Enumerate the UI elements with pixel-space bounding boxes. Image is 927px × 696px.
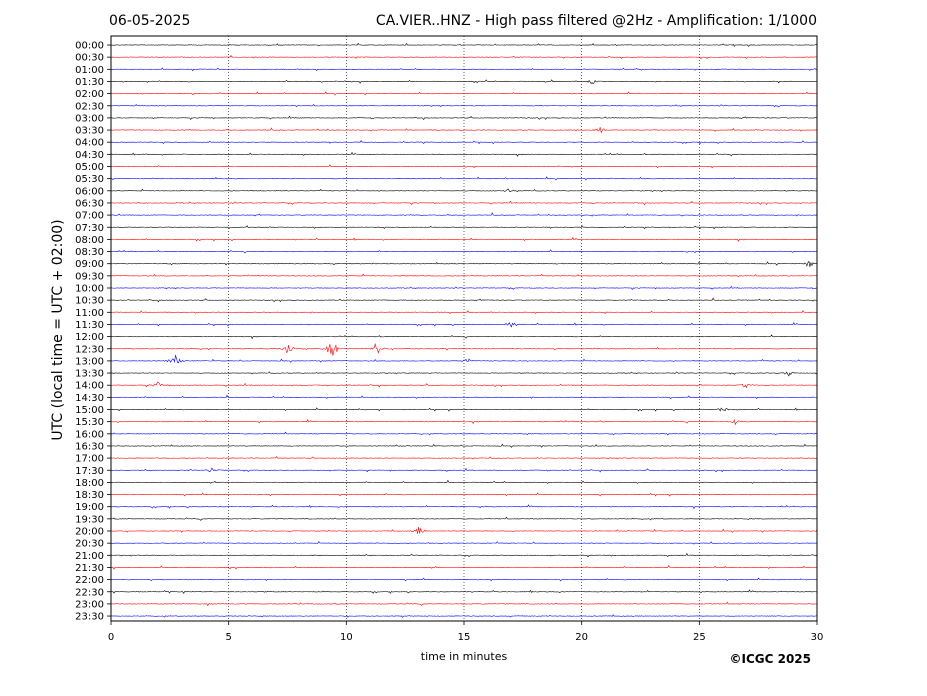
y-tick-label: 09:30	[75, 271, 104, 282]
y-tick-label: 08:00	[75, 235, 104, 246]
x-tick-label: 20	[575, 632, 588, 643]
trace-0500	[110, 164, 818, 169]
chart-title: CA.VIER..HNZ - High pass filtered @2Hz -…	[376, 13, 817, 29]
y-tick-label: 12:00	[75, 332, 104, 343]
y-tick-label: 18:00	[75, 478, 104, 489]
trace-0530	[110, 176, 818, 181]
trace-0630	[110, 200, 818, 206]
y-tick-label: 19:30	[75, 514, 104, 525]
trace-1800	[110, 479, 818, 484]
gridline-group	[228, 36, 700, 621]
x-tick-label: 15	[458, 632, 471, 643]
y-tick-label: 20:30	[75, 539, 104, 550]
y-tick-label: 17:30	[75, 466, 104, 477]
y-tick-label: 01:30	[75, 77, 104, 88]
trace-1400	[110, 381, 818, 389]
y-tick-label: 15:00	[75, 405, 104, 416]
y-tick-label: 05:30	[75, 174, 104, 185]
trace-1630	[110, 443, 818, 448]
copyright-label: ©ICGC 2025	[729, 652, 811, 666]
trace-0800	[110, 236, 818, 242]
trace-1000	[110, 285, 818, 291]
y-tick-label: 13:30	[75, 369, 104, 380]
y-tick-label: 00:30	[75, 53, 104, 64]
y-tick-label: 01:00	[75, 65, 104, 76]
trace-0600	[110, 188, 818, 193]
trace-0430	[110, 151, 818, 157]
y-tick-label: 02:00	[75, 89, 104, 100]
y-tick-label: 23:30	[75, 612, 104, 623]
trace-0400	[110, 140, 818, 145]
trace-2000	[110, 527, 818, 534]
date-label: 06-05-2025	[109, 13, 190, 29]
trace-1500	[110, 407, 818, 412]
trace-1830	[110, 492, 818, 497]
trace-1530	[110, 418, 818, 426]
y-tick-label: 17:00	[75, 454, 104, 465]
trace-0330	[110, 127, 818, 134]
x-tick-label: 5	[225, 632, 231, 643]
x-axis-label: time in minutes	[421, 650, 508, 663]
trace-1430	[110, 394, 818, 400]
y-tick-label: 15:30	[75, 417, 104, 428]
trace-1930	[110, 516, 818, 521]
trace-0830	[110, 249, 818, 254]
y-tick-label: 22:30	[75, 587, 104, 598]
trace-1730	[110, 467, 818, 473]
y-tick-label: 11:00	[75, 308, 104, 319]
y-tick-label: 16:30	[75, 441, 104, 452]
y-tick-label: 11:30	[75, 320, 104, 331]
y-tick-label: 22:00	[75, 575, 104, 586]
y-tick-label: 10:30	[75, 296, 104, 307]
y-tick-label: 03:30	[75, 126, 104, 137]
trace-1300	[110, 354, 818, 364]
trace-1600	[110, 431, 818, 436]
trace-0700	[110, 212, 818, 217]
y-tick-label: 07:00	[75, 211, 104, 222]
y-tick-label: 19:00	[75, 502, 104, 513]
y-tick-label: 07:30	[75, 223, 104, 234]
trace-1700	[110, 456, 818, 460]
y-tick-label: 18:30	[75, 490, 104, 501]
x-tick-group: 0 5 10 15 20 25 30	[108, 621, 824, 643]
y-tick-label: 13:00	[75, 356, 104, 367]
y-tick-label: 02:30	[75, 101, 104, 112]
y-tick-label: 08:30	[75, 247, 104, 258]
y-tick-label: 04:00	[75, 138, 104, 149]
y-tick-label: 06:30	[75, 198, 104, 209]
y-tick-label: 03:00	[75, 113, 104, 124]
y-tick-label: 14:30	[75, 393, 104, 404]
y-tick-label: 20:00	[75, 527, 104, 538]
y-tick-label: 00:00	[75, 41, 104, 52]
y-tick-label: 23:00	[75, 599, 104, 610]
y-tick-label: 14:00	[75, 381, 104, 392]
trace-1900	[110, 504, 818, 510]
x-tick-label: 0	[108, 632, 114, 643]
y-tick-label: 12:30	[75, 344, 104, 355]
trace-1030	[110, 297, 818, 303]
y-tick-label: 21:00	[75, 551, 104, 562]
y-tick-label: 06:00	[75, 186, 104, 197]
y-tick-label: 05:00	[75, 162, 104, 173]
x-tick-label: 25	[693, 632, 706, 643]
x-tick-label: 10	[340, 632, 353, 643]
y-tick-label: 21:30	[75, 563, 104, 574]
y-tick-label: 09:00	[75, 259, 104, 270]
trace-0900	[110, 260, 818, 267]
y-tick-label: 10:00	[75, 284, 104, 295]
x-tick-label: 30	[811, 632, 824, 643]
y-axis-label: UTC (local time = UTC + 02:00)	[50, 219, 66, 440]
y-tick-label: 16:00	[75, 429, 104, 440]
y-tick-label: 04:30	[75, 150, 104, 161]
